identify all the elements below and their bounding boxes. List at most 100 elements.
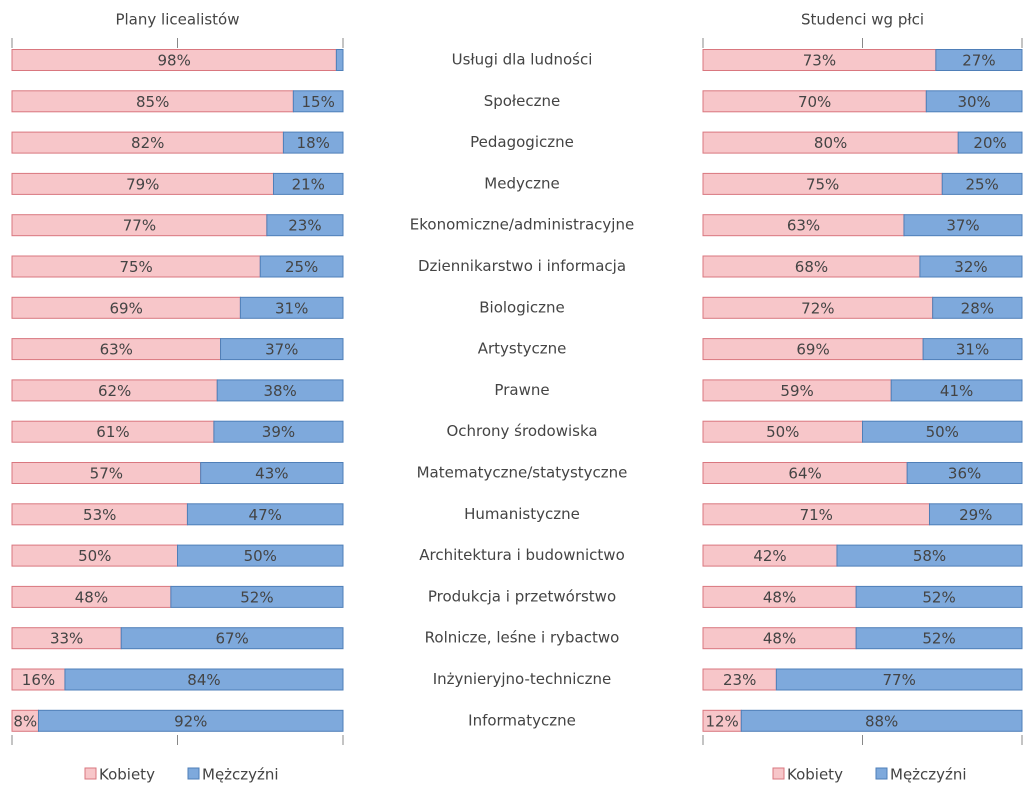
bar-segment [922, 338, 1023, 361]
bar-segment [170, 585, 344, 608]
bar-segment [292, 90, 344, 113]
data-label: 67% [215, 630, 248, 648]
data-label: 32% [954, 258, 987, 276]
legend-swatch [875, 767, 888, 780]
bar-segment [862, 420, 1023, 443]
bar-segment [855, 627, 1023, 650]
data-label: 53% [83, 506, 116, 524]
category-label: Biologiczne [479, 298, 565, 316]
data-label: 33% [50, 630, 83, 648]
bar-segment [335, 49, 344, 71]
data-label: 48% [75, 588, 108, 606]
data-label: 23% [288, 217, 321, 235]
data-label: 12% [705, 712, 738, 730]
bar-segment [775, 668, 1023, 691]
bar-segment [220, 338, 344, 361]
data-label: 85% [136, 93, 169, 111]
data-label: 42% [753, 547, 786, 565]
category-label: Informatyczne [468, 711, 576, 729]
bar-segment [855, 585, 1023, 608]
legend-swatch [187, 767, 200, 780]
bar-segment [919, 255, 1023, 278]
category-label: Pedagogiczne [470, 133, 574, 151]
bar-segment [177, 544, 344, 567]
data-label: 23% [723, 671, 756, 689]
category-label: Humanistyczne [464, 505, 580, 523]
chart-title: Plany licealistów [115, 11, 239, 29]
bar-segment [906, 462, 1023, 484]
legend-label: Kobiety [787, 766, 843, 784]
bar-segment [37, 709, 344, 732]
bar-segment [903, 214, 1023, 237]
bar-segment [836, 544, 1023, 567]
data-label: 25% [285, 258, 318, 276]
data-label: 62% [98, 382, 131, 400]
data-label: 75% [806, 175, 839, 193]
bar-segment [890, 379, 1023, 402]
data-label: 70% [798, 93, 831, 111]
data-label: 57% [90, 465, 123, 483]
legend-swatch [84, 767, 97, 780]
category-label: Inżynieryjno-techniczne [433, 670, 612, 688]
data-label: 73% [803, 52, 836, 70]
data-label: 41% [940, 382, 973, 400]
data-label: 29% [959, 506, 992, 524]
data-label: 82% [131, 134, 164, 152]
category-label: Społeczne [484, 92, 561, 110]
data-label: 92% [174, 712, 207, 730]
data-label: 36% [948, 465, 981, 483]
bar-segment [932, 296, 1023, 319]
category-label: Ochrony środowiska [446, 422, 597, 440]
data-label: 84% [187, 671, 220, 689]
data-label: 21% [292, 175, 325, 193]
bar-segment [186, 503, 344, 526]
bar-segment [925, 90, 1023, 113]
category-label: Rolnicze, leśne i rybactwo [425, 629, 620, 647]
data-label: 61% [96, 423, 129, 441]
data-label: 39% [262, 423, 295, 441]
bar-segment [928, 503, 1023, 526]
data-label: 68% [795, 258, 828, 276]
legend-label: Kobiety [99, 766, 155, 784]
data-label: 77% [123, 217, 156, 235]
data-label: 71% [800, 506, 833, 524]
data-label: 98% [158, 52, 191, 70]
bar-segment [239, 296, 344, 319]
bar-segment [740, 709, 1023, 732]
bar-segment [266, 214, 344, 237]
data-label: 80% [814, 134, 847, 152]
data-label: 63% [100, 341, 133, 359]
bar-segment [957, 131, 1023, 154]
data-label: 58% [913, 547, 946, 565]
category-label: Usługi dla ludności [452, 51, 593, 69]
bar-segment [216, 379, 344, 402]
data-label: 37% [265, 341, 298, 359]
bar-segment [941, 172, 1023, 195]
data-label: 69% [796, 341, 829, 359]
legend-label: Mężczyźni [890, 766, 967, 784]
bar-segment [200, 462, 344, 484]
data-label: 30% [957, 93, 990, 111]
data-label: 50% [926, 423, 959, 441]
category-label: Matematyczne/statystyczne [417, 464, 628, 482]
data-label: 64% [788, 465, 821, 483]
bar-segment [259, 255, 344, 278]
bar-segment [120, 627, 344, 650]
data-label: 50% [78, 547, 111, 565]
data-label: 69% [110, 299, 143, 317]
data-label: 75% [119, 258, 152, 276]
legend-swatch [772, 767, 785, 780]
bar-segment [213, 420, 344, 443]
category-label: Ekonomiczne/administracyjne [410, 216, 634, 234]
bar-segment [282, 131, 344, 154]
data-label: 16% [22, 671, 55, 689]
category-label: Architektura i budownictwo [419, 546, 625, 564]
data-label: 31% [275, 299, 308, 317]
data-label: 88% [865, 712, 898, 730]
data-label: 72% [801, 299, 834, 317]
data-label: 48% [763, 630, 796, 648]
data-label: 63% [787, 217, 820, 235]
data-label: 18% [297, 134, 330, 152]
data-label: 79% [126, 175, 159, 193]
data-label: 15% [302, 93, 335, 111]
